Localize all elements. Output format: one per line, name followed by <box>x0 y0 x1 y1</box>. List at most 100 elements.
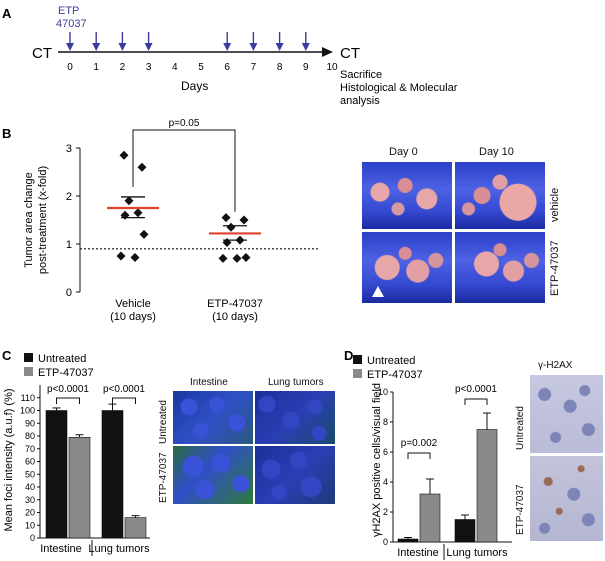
dose-arrow-head <box>118 43 127 51</box>
panel-label-b: B <box>2 126 11 141</box>
chart-b-data-point <box>221 213 231 223</box>
chart-c-group-label: Intestine <box>40 543 82 555</box>
endpoint-line3: analysis <box>340 95 380 107</box>
chart-b-y-tick-label: 2 <box>66 191 72 203</box>
chart-d-legend-swatch <box>353 369 362 378</box>
chart-d-y-tick-label: 10 <box>378 387 388 397</box>
chart-d-y-tick-label: 4 <box>383 477 388 487</box>
chart-d-bar <box>454 519 476 543</box>
chart-d-y-tick-label: 2 <box>383 507 388 517</box>
image-c-row-label-etp: ETP-47037 <box>158 452 169 503</box>
chart-c-y-tick-label: 70 <box>25 444 35 454</box>
chart-c-bar <box>124 517 147 539</box>
chart-d-bar <box>397 538 419 543</box>
image-b-col-label-day0: Day 0 <box>389 146 418 158</box>
chart-c-legend-label: Untreated <box>38 353 86 365</box>
image-d-row-label-untreated: Untreated <box>515 406 526 450</box>
chart-b-data-point <box>120 210 130 220</box>
timeline-axis-label: Days <box>181 79 208 93</box>
image-c-row-label-untreated: Untreated <box>158 400 169 444</box>
dose-arrow-head <box>275 43 284 51</box>
image-c-col-label-intestine: Intestine <box>190 377 228 388</box>
timeline-tick-label: 3 <box>146 62 152 73</box>
dose-arrow-head <box>92 43 101 51</box>
chart-c-y-tick-label: 90 <box>25 418 35 428</box>
chart-c-y-tick-label: 50 <box>25 469 35 479</box>
image-d-etp <box>530 456 603 541</box>
chart-d-significance-bracket <box>464 398 488 405</box>
chart-b-data-point <box>139 229 149 239</box>
timeline-tick-label: 9 <box>303 62 309 73</box>
timeline-tick-label: 7 <box>251 62 257 73</box>
chart-d-group-label: Intestine <box>397 547 439 559</box>
chart-b-category-sublabel: (10 days) <box>212 311 258 323</box>
image-c-intestine-untreated <box>173 391 253 444</box>
panel-a-timeline: ETP 47037 CT CT 0 1 2 3 4 5 6 7 8 9 10 Days Sacrif… <box>32 5 458 107</box>
chart-b-y-tick-label: 0 <box>66 287 72 299</box>
chart-c-y-tick-label: 30 <box>25 495 35 505</box>
chart-c-bar <box>68 436 91 539</box>
chart-b-data-point <box>119 150 129 160</box>
chart-c-significance-bracket <box>56 397 80 404</box>
timeline-arrowhead <box>322 47 333 57</box>
chart-b-category-label: ETP-47037 <box>207 298 263 310</box>
image-c-lung-etp <box>255 446 335 504</box>
image-b-row-label-vehicle: vehicle <box>549 187 561 222</box>
chart-b-data-point <box>218 253 228 263</box>
chart-b-data-point <box>137 162 147 172</box>
image-b-vehicle-day0 <box>362 162 452 229</box>
chart-d-y-tick-label: 6 <box>383 447 388 457</box>
timeline-tick-label: 8 <box>277 62 283 73</box>
chart-b-data-point <box>232 253 242 263</box>
timeline-tick-label: 5 <box>198 62 204 73</box>
chart-b-data-point <box>130 252 140 262</box>
panel-label-d: D <box>344 348 353 363</box>
image-b-etp-day10 <box>455 232 545 303</box>
chart-c-y-tick-label: 60 <box>25 457 35 467</box>
dose-arrow-head <box>144 43 153 51</box>
chart-c-significance-bracket <box>112 397 136 404</box>
chart-c-y-tick-label: 40 <box>25 482 35 492</box>
chart-c-bar <box>101 410 124 539</box>
chart-b-data-point <box>226 222 236 232</box>
timeline-tick-label: 1 <box>93 62 99 73</box>
dose-arrow-head <box>223 43 232 51</box>
timeline-tick-label: 10 <box>326 62 338 73</box>
chart-c-legend-swatch <box>24 353 33 362</box>
image-c-intestine-etp <box>173 446 253 504</box>
chart-d-legend-label: Untreated <box>367 355 415 367</box>
chart-d-legend-label: ETP-47037 <box>367 369 423 381</box>
chart-b-y-label-line1: Tumor area change <box>23 172 35 268</box>
chart-d-p-value: p<0.0001 <box>455 384 497 395</box>
chart-b-data-point <box>133 208 143 218</box>
chart-c-y-label: Mean foci intensity (a.u.f) (%) <box>3 388 15 531</box>
timeline-tick-label: 2 <box>120 62 126 73</box>
chart-b-category-sublabel: (10 days) <box>110 311 156 323</box>
timeline-tick-label: 4 <box>172 62 178 73</box>
chart-c-group-label: Lung tumors <box>88 543 150 555</box>
timeline-start-label: CT <box>32 45 52 62</box>
white-arrowhead-marker <box>372 286 384 297</box>
drug-label-line2: 47037 <box>56 18 87 30</box>
panel-label-a: A <box>2 6 12 21</box>
image-d-row-label-etp: ETP-47037 <box>515 484 526 535</box>
dose-arrow-head <box>66 43 74 51</box>
chart-b-p-value: p=0.05 <box>169 118 200 129</box>
chart-d-y-tick-label: 0 <box>383 537 388 547</box>
panel-label-c: C <box>2 348 12 363</box>
chart-b-data-point <box>239 215 249 225</box>
chart-d-legend-swatch <box>353 355 362 364</box>
chart-b-tumor-area: 0 1 2 3 Tumor area change post-treatment (x-f… <box>23 118 320 323</box>
endpoint-line2: Histological & Molecular <box>340 82 458 94</box>
image-b-col-label-day10: Day 10 <box>479 146 514 158</box>
chart-c-p-value: p<0.0001 <box>47 384 89 395</box>
chart-b-y-tick-label: 3 <box>66 143 72 155</box>
chart-c-bar <box>45 410 68 539</box>
dose-arrow-head <box>301 43 310 51</box>
image-c-lung-untreated <box>255 391 335 444</box>
chart-b-data-point <box>116 251 126 261</box>
chart-b-y-tick-label: 1 <box>66 239 72 251</box>
chart-d-bar <box>476 429 498 543</box>
chart-c-foci-intensity: 0 10 20 30 40 50 60 70 80 90 100 110 Mean foci inten… <box>3 353 150 556</box>
chart-c-y-tick-label: 10 <box>25 520 35 530</box>
